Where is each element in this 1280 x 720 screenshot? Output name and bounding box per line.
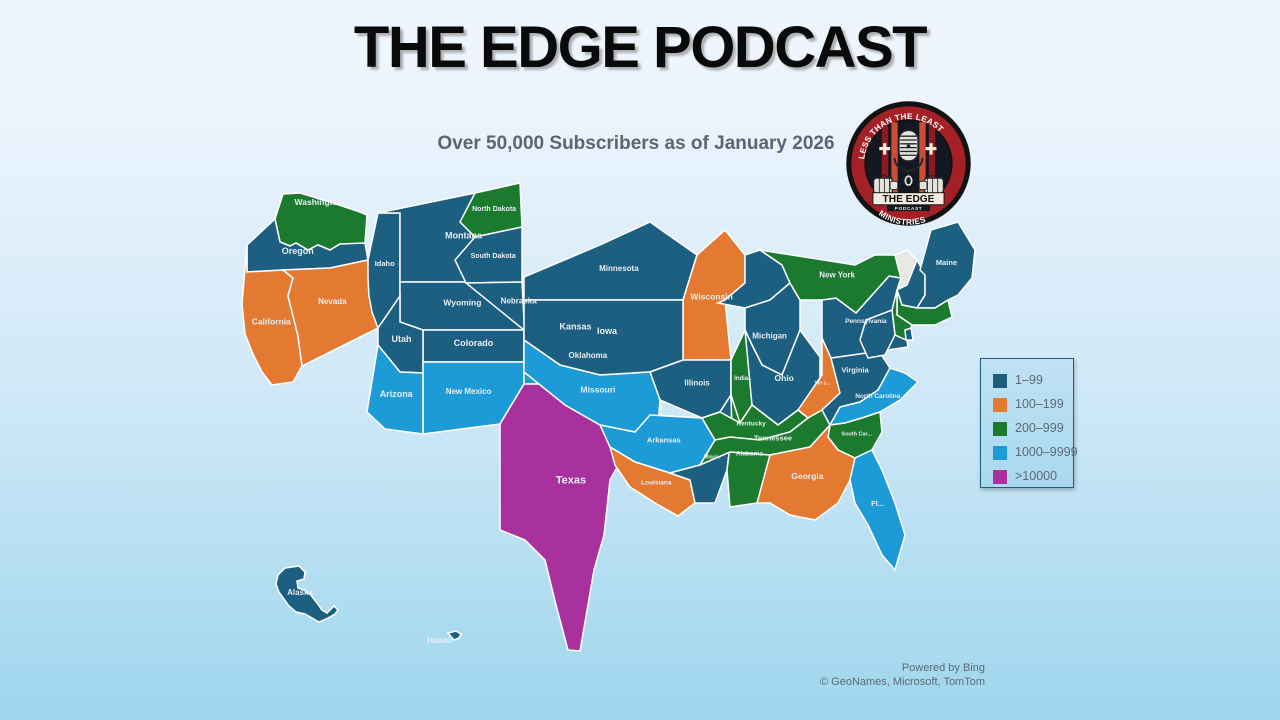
svg-text:Alabama: Alabama: [736, 451, 763, 458]
svg-text:Arizona: Arizona: [380, 389, 414, 399]
svg-text:New Mexico: New Mexico: [446, 387, 492, 396]
svg-text:Iowa: Iowa: [597, 326, 618, 336]
svg-text:New York: New York: [819, 271, 855, 280]
svg-text:Louisiana: Louisiana: [641, 479, 672, 486]
svg-text:South Dakota: South Dakota: [471, 253, 516, 260]
svg-text:We s...: We s...: [815, 381, 831, 387]
svg-text:Maine: Maine: [936, 258, 957, 267]
svg-text:Wisconsin: Wisconsin: [690, 292, 732, 302]
svg-text:THE EDGE: THE EDGE: [883, 194, 935, 205]
svg-text:Missouri: Missouri: [580, 385, 615, 395]
svg-text:Georgia: Georgia: [791, 471, 823, 481]
svg-text:India..: India..: [734, 376, 752, 382]
svg-text:Missi..: Missi..: [704, 455, 721, 461]
svg-text:South Car...: South Car...: [841, 431, 872, 437]
svg-text:Virginia: Virginia: [841, 365, 869, 374]
svg-text:Nevada: Nevada: [318, 297, 347, 306]
svg-text:Ohio: Ohio: [775, 373, 794, 383]
svg-text:Minnesota: Minnesota: [599, 264, 639, 273]
svg-text:Alaska: Alaska: [287, 588, 313, 597]
svg-text:Texas: Texas: [556, 474, 586, 486]
svg-text:Idaho: Idaho: [375, 259, 395, 268]
svg-text:Oregon: Oregon: [282, 246, 314, 256]
svg-text:Kansas: Kansas: [559, 322, 591, 332]
svg-text:North Carolina: North Carolina: [855, 393, 901, 400]
svg-text:Illinois: Illinois: [684, 379, 710, 388]
svg-text:PODCAST: PODCAST: [895, 206, 923, 212]
svg-text:Utah: Utah: [392, 334, 412, 344]
svg-text:Hawaii: Hawaii: [427, 636, 452, 645]
svg-text:Montana: Montana: [445, 231, 483, 241]
svg-text:Tennessee: Tennessee: [754, 434, 792, 443]
svg-text:Pennsylvania: Pennsylvania: [845, 318, 887, 325]
svg-text:Michigan: Michigan: [752, 331, 787, 340]
svg-text:Colorado: Colorado: [454, 338, 494, 348]
svg-text:Nebraska: Nebraska: [501, 297, 538, 306]
svg-text:Arkansas: Arkansas: [647, 436, 681, 445]
svg-text:Washington: Washington: [295, 197, 343, 207]
svg-text:Kentucky: Kentucky: [736, 421, 766, 428]
svg-text:North Dakota: North Dakota: [472, 206, 516, 213]
svg-text:California: California: [252, 317, 291, 327]
svg-text:Oklahoma: Oklahoma: [569, 351, 608, 360]
svg-text:Fl...: Fl...: [871, 499, 884, 508]
svg-text:Wyoming: Wyoming: [443, 298, 481, 308]
